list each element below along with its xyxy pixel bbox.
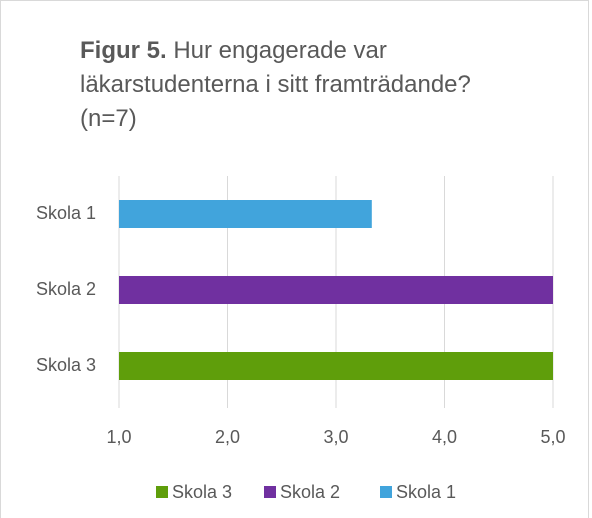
legend-swatch bbox=[156, 486, 168, 498]
title-bold: Figur 5. bbox=[80, 37, 167, 64]
bar bbox=[119, 276, 553, 304]
legend-swatch bbox=[380, 486, 392, 498]
y-tick-label: Skola 1 bbox=[36, 203, 96, 223]
bar bbox=[119, 200, 372, 228]
x-tick-label: 4,0 bbox=[432, 427, 457, 447]
bar bbox=[119, 352, 553, 380]
x-tick-label: 1,0 bbox=[106, 427, 131, 447]
y-tick-label: Skola 3 bbox=[36, 355, 96, 375]
y-tick-label: Skola 2 bbox=[36, 279, 96, 299]
x-tick-label: 5,0 bbox=[540, 427, 565, 447]
title-text: Hur engagerade var läkarstudenterna i si… bbox=[80, 37, 471, 132]
legend-label: Skola 1 bbox=[396, 482, 456, 502]
legend-label: Skola 3 bbox=[172, 482, 232, 502]
x-tick-label: 2,0 bbox=[215, 427, 240, 447]
x-tick-label: 3,0 bbox=[323, 427, 348, 447]
legend-swatch bbox=[264, 486, 276, 498]
chart-title: Figur 5. Hur engagerade var läkarstudent… bbox=[80, 34, 530, 136]
legend-label: Skola 2 bbox=[280, 482, 340, 502]
